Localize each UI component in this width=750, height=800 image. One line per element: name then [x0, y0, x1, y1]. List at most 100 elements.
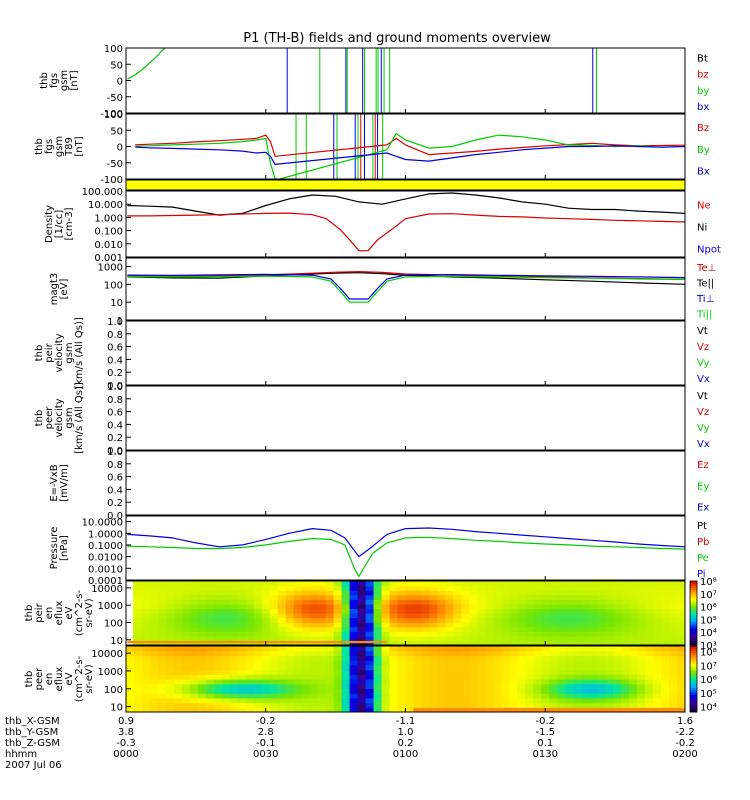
spectrogram-cell [277, 650, 287, 657]
spectrogram-cell [229, 626, 239, 632]
spectrogram-cell [621, 697, 630, 704]
spectrogram-cell [381, 674, 391, 680]
spectrogram-cell [229, 702, 239, 708]
spectrogram-cell [381, 688, 391, 694]
spectrogram-cell [293, 608, 303, 614]
spectrogram-cell [285, 585, 295, 591]
spectrogram-cell [621, 608, 630, 614]
ytick-label: 0.8 [107, 330, 123, 341]
panel-frame [125, 257, 686, 321]
spectrogram-cell [557, 617, 566, 623]
spectrogram-cell [341, 635, 351, 642]
spectrogram-cell [661, 683, 670, 690]
spectrogram-cell [349, 631, 359, 637]
spectrogram-cell [573, 613, 582, 619]
spectrogram-cell [197, 655, 207, 661]
ylabel-line: eV [64, 672, 75, 685]
spectrogram-cell [285, 697, 295, 704]
spectrogram-cell [261, 702, 271, 708]
spectrogram-cell [293, 688, 303, 694]
spectrogram-cell [133, 707, 143, 712]
spectrogram-cell [661, 664, 670, 671]
spectrogram-cell [653, 603, 662, 610]
spectrogram-cell [205, 613, 215, 619]
spectrogram-cell [565, 646, 574, 652]
ytick-label: 0.8 [107, 460, 123, 471]
spectrogram-cell [253, 594, 263, 600]
spectrogram-cell [397, 631, 407, 637]
spectrogram-cell [597, 608, 606, 614]
spectrogram-cell [653, 697, 662, 704]
spectrogram-cell [397, 702, 407, 708]
spectrogram-cell [277, 626, 287, 632]
spectrogram-cell [421, 707, 431, 712]
spectrogram-cell [557, 631, 566, 637]
colorbar-segment [690, 668, 697, 671]
spectrogram-cell [349, 697, 359, 704]
legend-pressure-3: Pi [697, 569, 706, 580]
ylabel-line: eflux [54, 667, 65, 692]
spectrogram-cell [653, 617, 662, 623]
spectrogram-cell [525, 683, 534, 690]
spectrogram-cell [317, 679, 327, 685]
spectrogram-cell [173, 646, 183, 652]
spectrogram-cell [589, 707, 598, 712]
spectrogram-cell [501, 608, 510, 614]
legend-fgl-1: By [697, 145, 710, 156]
spectrogram-cell [501, 622, 510, 628]
colorbar-segment [690, 602, 697, 605]
ylabel-line: [eV] [59, 279, 70, 300]
spectrogram-cell [213, 646, 223, 652]
spectrogram-cell [549, 626, 558, 632]
spectrogram-cell [261, 655, 271, 661]
spectrogram-cell [461, 693, 470, 699]
spectrogram-cell [341, 683, 351, 690]
spectrogram-cell [437, 635, 447, 642]
spectrogram-cell [573, 697, 582, 704]
spectrogram-cell [141, 590, 151, 596]
spectrogram-cell [445, 617, 455, 623]
spectrogram-cell [413, 664, 423, 671]
ytick-label: 100 [104, 44, 123, 55]
spectrogram-cell [229, 688, 239, 694]
spectrogram-cell [597, 693, 606, 699]
spectrogram-cell [469, 683, 478, 690]
spectrogram-cell [253, 702, 263, 708]
spectrogram-cell [613, 603, 622, 610]
spectrogram-cell [565, 640, 574, 645]
spectrogram-cell [373, 631, 383, 637]
spectrogram-cell [126, 679, 135, 685]
spectrogram-cell [333, 590, 343, 596]
spectrogram-cell [669, 622, 678, 628]
spectrogram-cell [421, 608, 431, 614]
spectrogram-cell [381, 660, 391, 666]
spectrogram-cell [445, 683, 455, 690]
spectrogram-cell [525, 693, 534, 699]
spectrogram-cell [381, 599, 391, 605]
xaxis-row-label: hhmm [5, 749, 37, 760]
spectrogram-cell [301, 608, 311, 614]
spectrogram-cell [581, 581, 590, 587]
spectrogram-cell [629, 635, 638, 642]
spectrogram-cell [237, 655, 247, 661]
ylabel-line: thb [39, 72, 50, 89]
spectrogram-cell [325, 608, 335, 614]
spectrogram-cell [653, 594, 662, 600]
ytick-label: 1 [117, 316, 123, 327]
spectrogram-cell [357, 622, 367, 628]
colorbar-tick-label: 10⁸ [700, 648, 717, 659]
spectrogram-cell [533, 599, 542, 605]
spectrogram-cell [349, 683, 359, 690]
spectrogram-cell [581, 608, 590, 614]
spectrogram-cell [541, 679, 550, 685]
spectrogram-cell [669, 585, 678, 591]
series-fgl-Bz [135, 134, 685, 157]
spectrogram-cell [229, 693, 239, 699]
spectrogram-cell [605, 608, 614, 614]
spectrogram-cell [269, 688, 279, 694]
ytick-label: 10000 [91, 649, 123, 660]
spectrogram-cell [517, 617, 526, 623]
spectrogram-cell [317, 688, 327, 694]
spectrogram-cell [573, 688, 582, 694]
spectrogram-cell [333, 594, 343, 600]
